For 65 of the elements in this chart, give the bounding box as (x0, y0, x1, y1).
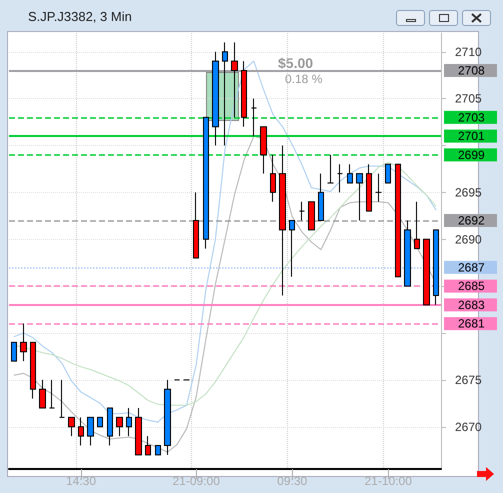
candlestick (116, 416, 123, 437)
candlestick (107, 408, 113, 446)
candlestick (164, 379, 171, 456)
ref-line-label: 2683 (458, 298, 486, 312)
candlestick (59, 379, 65, 418)
x-tick-label: 09:30 (277, 474, 308, 488)
y-tick-label: 2695 (455, 185, 482, 200)
candlestick (270, 154, 276, 202)
candlestick (49, 379, 55, 409)
candlestick (337, 164, 343, 193)
x-tick-label: 21-09:00 (172, 474, 220, 488)
y-tick-label: 2710 (455, 44, 482, 59)
candlestick (203, 116, 209, 250)
candlestick (39, 379, 46, 409)
candlestick (404, 220, 411, 287)
candlestick (126, 408, 132, 437)
candlestick (375, 173, 382, 202)
y-tick-label: 2705 (455, 92, 482, 106)
candlestick (87, 416, 94, 446)
candlestick (222, 42, 228, 146)
candlestick (299, 201, 305, 222)
annotation: 0.18 % (285, 72, 323, 86)
x-tick-label: 21-10:00 (364, 474, 412, 488)
candlestick (20, 323, 27, 362)
ref-line-label: 2687 (458, 260, 486, 274)
ref-line-label: 2708 (458, 64, 486, 78)
candlestick (155, 445, 161, 456)
candlestick (395, 164, 401, 278)
candlestick (279, 145, 286, 296)
ref-line-label: 2692 (458, 214, 486, 228)
chart-title: S.JP.J3382, 3 Min (28, 9, 132, 24)
candlestick (241, 60, 247, 128)
candlestick (423, 238, 430, 306)
y-tick-label: 2690 (455, 232, 482, 246)
candlestick (414, 201, 420, 250)
candlestick (231, 42, 238, 118)
candlestick (97, 416, 103, 428)
candlestick (68, 416, 75, 437)
y-tick-label: 2670 (455, 420, 482, 434)
x-tick-label: 14:30 (66, 474, 96, 488)
candlestick (212, 51, 219, 146)
candlestick (260, 126, 267, 174)
candlestick (356, 173, 363, 222)
candlestick (193, 192, 199, 259)
ref-line-label: 2685 (458, 279, 486, 294)
candlestick (11, 342, 17, 362)
candlestick (308, 201, 315, 230)
candlestick (327, 154, 334, 184)
candlestick (135, 408, 142, 456)
ref-line-label: 2681 (458, 316, 486, 331)
candlestick (251, 98, 257, 137)
candlestick (78, 416, 84, 446)
ref-line-label: 2699 (458, 148, 486, 162)
ref-line-label: 2701 (458, 129, 486, 144)
y-tick-label: 2675 (455, 372, 482, 387)
candlestick (145, 436, 151, 456)
candlestick (30, 342, 36, 400)
candlestick (347, 164, 353, 184)
candlestick (433, 229, 439, 306)
candlestick (289, 220, 295, 278)
candlestick (318, 173, 324, 222)
ref-line-label: 2703 (458, 110, 486, 124)
candlestick (366, 164, 372, 212)
annotation: $5.00 (278, 55, 314, 71)
candlestick (385, 164, 391, 184)
